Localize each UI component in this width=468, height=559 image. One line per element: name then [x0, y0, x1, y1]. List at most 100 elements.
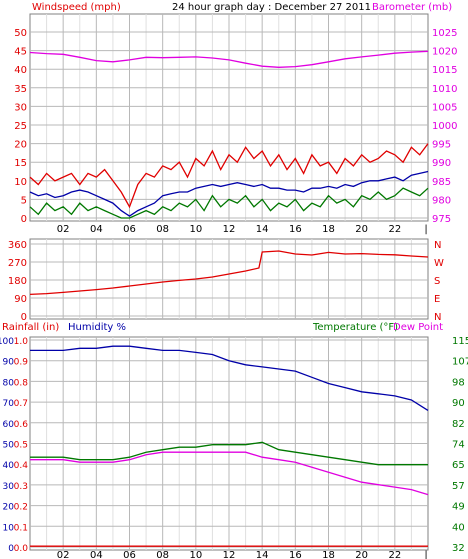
barometer-tick: 1005	[432, 102, 457, 113]
humidity-tick: 80	[3, 378, 15, 388]
x-tick-label: 10	[189, 550, 202, 559]
x-tick-label: 12	[223, 224, 236, 235]
panel1-series-magenta	[29, 50, 429, 68]
panel1-series-red	[29, 143, 429, 209]
temperature-tick: 82	[452, 419, 465, 430]
x-tick-label: 16	[289, 550, 302, 559]
barometer-tick: 980	[432, 195, 451, 206]
compass-tick: S	[434, 276, 440, 287]
temperature-tick: 90	[452, 398, 465, 409]
humidity-tick: 70	[3, 399, 15, 409]
x-tick-label: 22	[388, 224, 401, 235]
x-tick-end: |	[424, 550, 427, 559]
barometer-tick: 1000	[432, 121, 457, 132]
humidity-tick: 0	[8, 544, 14, 554]
windspeed-tick: 25	[14, 121, 27, 132]
rainfall-tick: 0.8	[14, 378, 29, 388]
windspeed-tick: 35	[14, 84, 27, 95]
temperature-tick: 65	[452, 460, 465, 471]
direction-tick: 180	[8, 276, 27, 287]
rainfall-tick: 0.2	[14, 503, 28, 513]
windspeed-tick: 20	[14, 140, 27, 151]
humidity-tick: 10	[3, 523, 15, 533]
humidity-tick: 30	[3, 482, 15, 492]
tick-layer: 0510152025303540455097598098599099510001…	[0, 28, 468, 559]
rainfall-tick: 0.7	[14, 399, 28, 409]
barometer-tick: 1025	[432, 28, 457, 39]
barometer-tick: 985	[432, 177, 451, 188]
compass-tick: W	[434, 258, 444, 269]
temperature-tick: 40	[452, 522, 465, 533]
panel3-series-blue	[30, 345, 429, 411]
direction-tick: 0	[21, 312, 27, 323]
x-tick-label: 08	[156, 550, 169, 559]
x-tick-end: |	[424, 224, 427, 235]
humidity-tick: 100	[0, 337, 14, 347]
rainfall-tick: 0.5	[14, 441, 28, 451]
temperature-tick: 115	[452, 336, 468, 347]
panel3-series-magenta	[30, 451, 429, 496]
windspeed-tick: 40	[14, 65, 27, 76]
direction-tick: 360	[8, 240, 27, 251]
windspeed-axis-label: Windspeed (mph)	[32, 2, 121, 13]
x-tick-label: 08	[156, 224, 169, 235]
rainfall-tick: 0.6	[14, 420, 29, 430]
series-layer	[29, 50, 429, 547]
rainfall-tick: 1.0	[14, 337, 29, 347]
compass-tick: N	[434, 312, 441, 323]
x-tick-label: 18	[322, 224, 335, 235]
x-tick-label: 06	[123, 224, 136, 235]
x-tick-label: 06	[123, 550, 136, 559]
temperature-tick: 32	[452, 543, 465, 554]
windspeed-tick: 15	[14, 158, 27, 169]
barometer-tick: 995	[432, 140, 451, 151]
x-tick-label: 02	[57, 224, 70, 235]
temperature-tick: 57	[452, 481, 465, 492]
x-tick-label: 10	[189, 224, 202, 235]
x-tick-label: 16	[289, 224, 302, 235]
panel1-series-blue	[29, 170, 429, 217]
barometer-tick: 990	[432, 158, 451, 169]
temperature-tick: 49	[452, 502, 465, 513]
x-tick-label: 14	[256, 224, 269, 235]
rainfall-tick: 0.1	[14, 523, 28, 533]
humidity-tick: 20	[3, 503, 15, 513]
temperature-axis-label: Temperature (°F)	[312, 322, 398, 333]
compass-tick: N	[434, 240, 441, 251]
temperature-tick: 74	[452, 440, 465, 451]
compass-tick: E	[434, 294, 440, 305]
windspeed-tick: 5	[21, 195, 27, 206]
windspeed-tick: 10	[14, 177, 27, 188]
x-tick-label: 04	[90, 550, 103, 559]
barometer-tick: 1015	[432, 65, 457, 76]
x-tick-label: 18	[322, 550, 335, 559]
temperature-tick: 98	[452, 377, 465, 388]
windspeed-tick: 0	[21, 214, 27, 225]
x-tick-label: 22	[388, 550, 401, 559]
direction-tick: 270	[8, 258, 27, 269]
humidity-tick: 90	[3, 358, 15, 368]
temperature-tick: 107	[452, 357, 468, 368]
barometer-tick: 1010	[432, 84, 457, 95]
panel3-series-green	[30, 441, 428, 466]
panel1-series-green	[29, 187, 429, 219]
rainfall-tick: 0.0	[14, 544, 29, 554]
humidity-axis-label: Humidity %	[68, 322, 126, 333]
windspeed-tick: 50	[14, 28, 27, 39]
barometer-tick: 1020	[432, 47, 457, 58]
humidity-tick: 50	[3, 441, 15, 451]
x-tick-label: 12	[223, 550, 236, 559]
humidity-tick: 60	[3, 420, 15, 430]
humidity-tick: 40	[3, 461, 15, 471]
x-tick-label: 20	[355, 550, 368, 559]
rainfall-tick: 0.9	[14, 358, 29, 368]
direction-tick: 90	[14, 294, 27, 305]
grid-layer	[30, 14, 428, 550]
chart-title: 24 hour graph day : December 27 2011	[172, 2, 371, 13]
rainfall-tick: 0.3	[14, 482, 28, 492]
x-tick-label: 14	[256, 550, 269, 559]
x-tick-label: 04	[90, 224, 103, 235]
panel2-series-red	[29, 250, 429, 296]
